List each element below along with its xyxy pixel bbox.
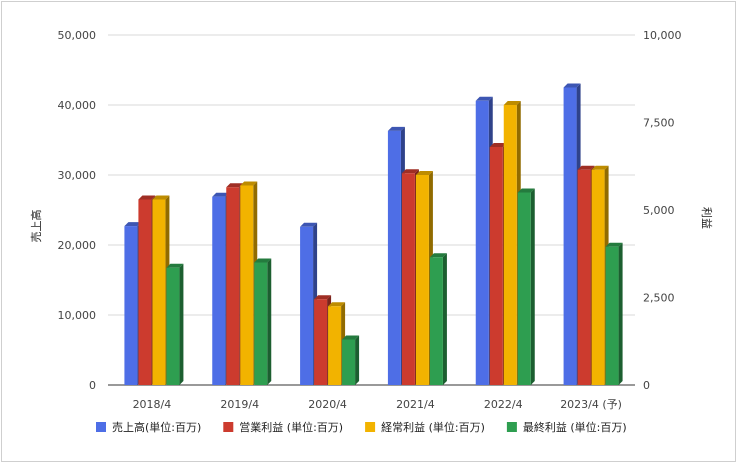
bar-front [124,226,138,385]
left-axis-ticks: 0 10,000 20,000 30,000 40,000 50,000 [58,29,97,392]
right-axis-title: 利益 [700,207,714,229]
bar-top [605,242,623,247]
bar-front [328,306,342,385]
bar-top [415,171,433,175]
bar [517,188,535,385]
bar-front [475,100,489,386]
bar-front [314,299,328,385]
bar-front [212,196,226,385]
bar-top [577,165,595,170]
bar-top [166,263,184,268]
left-tick-label: 0 [89,379,96,392]
bar-front [240,185,254,385]
right-tick-label: 2,500 [643,292,675,305]
legend-label: 売上高(単位:百万) [112,420,201,434]
bar-top [475,96,493,101]
bar-top [124,222,142,227]
legend-item: 売上高(単位:百万) [96,420,201,434]
bar-top [314,295,332,300]
bar-top [503,101,521,105]
bar-side [618,242,623,385]
left-tick-label: 20,000 [58,239,97,252]
bar-front [138,199,152,385]
bar-top [387,126,405,131]
legend-swatch [223,422,234,432]
bar-top [563,83,581,88]
bar-top [300,222,318,227]
bar-front [401,173,415,385]
legend-label: 経常利益 (単位:百万) [381,420,485,434]
bar-front [429,257,443,385]
bar-top [212,192,230,197]
left-tick-label: 50,000 [58,29,97,42]
bar-top [489,143,507,147]
bar-top [342,335,360,340]
x-tick-label: 2020/4 [308,398,347,411]
left-tick-label: 30,000 [58,169,97,182]
bar-side [267,258,272,385]
bars [124,83,623,386]
bar [605,242,623,385]
bar-top [226,183,244,188]
x-tick-label: 2022/4 [484,398,523,411]
left-tick-label: 10,000 [58,309,97,322]
bar-front [563,87,577,385]
bar-top [591,165,609,170]
legend-item: 経常利益 (単位:百万) [365,420,485,434]
x-tick-label: 2018/4 [133,398,172,411]
bar [254,258,272,385]
bar-top [240,181,258,186]
right-tick-label: 5,000 [643,204,675,217]
bar-front [503,105,517,385]
bar-front [387,130,401,385]
bar-side [355,335,360,385]
legend-swatch [506,422,517,432]
bar-top [328,302,346,307]
left-axis-title: 売上高 [29,210,43,243]
bar-front [300,226,314,385]
bar-front [166,267,180,385]
bar-top [138,195,156,200]
legend-label: 最終利益 (単位:百万) [523,420,627,434]
bar-front [342,339,356,385]
bar-top [429,253,447,258]
bar [342,335,360,385]
right-tick-label: 10,000 [643,29,682,42]
x-tick-label: 2019/4 [220,398,259,411]
left-tick-label: 40,000 [58,99,97,112]
bar-top [517,188,535,193]
bar-front [226,187,240,385]
bar-front [254,262,268,385]
legend-item: 営業利益 (単位:百万) [223,420,343,434]
legend: 売上高(単位:百万) 営業利益 (単位:百万) 経常利益 (単位:百万) 最終利益 (… [96,420,627,434]
legend-swatch [96,422,106,432]
legend-label: 営業利益 (単位:百万) [239,420,343,434]
bar-front [415,175,429,385]
bar-side [530,188,535,385]
bar [166,263,184,385]
legend-item: 最終利益 (単位:百万) [506,420,627,434]
bar-front [605,246,619,385]
right-axis-ticks: 0 2,500 5,000 7,500 10,000 [643,29,682,392]
bar-side [179,263,184,385]
right-tick-label: 7,500 [643,117,675,130]
bar-top [401,169,419,174]
bar-front [577,169,591,385]
bar-front [152,199,166,385]
bar-front [489,147,503,385]
bar-top [254,258,272,263]
legend-swatch [365,422,376,432]
bar-side [442,253,447,385]
bar-top [152,195,170,200]
right-tick-label: 0 [643,379,650,392]
bar-front [517,192,531,385]
gridlines [108,34,635,386]
x-axis-ticks: 2018/4 2019/4 2020/4 2021/4 2022/4 2023/4 (予) [133,398,622,411]
bar-front [591,169,605,385]
x-tick-label: 2021/4 [396,398,435,411]
x-tick-label: 2023/4 (予) [560,398,622,411]
bar [429,253,447,385]
